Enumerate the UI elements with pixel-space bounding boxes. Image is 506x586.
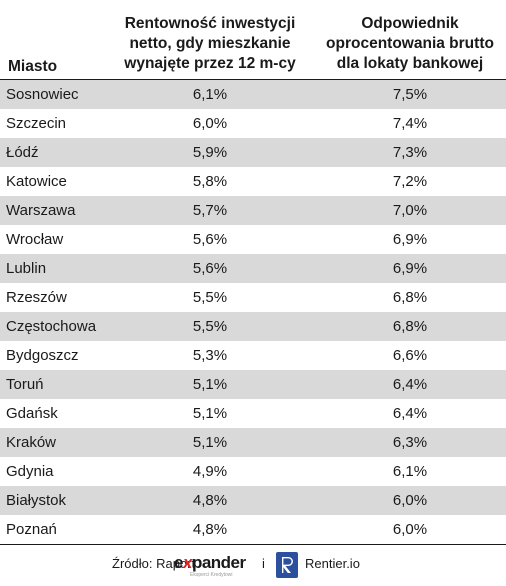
city-cell: Katowice [6,173,67,190]
expander-wordmark-end: pander [191,553,246,572]
header-deposit-equivalent: Odpowiednik oprocentowania brutto dla lo… [316,14,504,74]
deposit-equivalent-cell: 7,3% [392,144,428,161]
header-net-yield-line: netto, gdy mieszkanie [129,35,291,52]
header-divider [0,79,506,80]
deposit-equivalent-cell: 6,4% [392,376,428,393]
net-yield-cell: 5,3% [192,347,228,364]
net-yield-cell: 5,8% [192,173,228,190]
deposit-equivalent-cell: 6,8% [392,289,428,306]
deposit-equivalent-cell: 7,4% [392,115,428,132]
city-cell: Łódź [6,144,39,161]
deposit-equivalent-cell: 6,6% [392,347,428,364]
city-cell: Białystok [6,492,67,509]
table-bottom-border [0,544,506,545]
city-cell: Gdańsk [6,405,58,422]
rentier-r-logo-icon [276,552,298,578]
table-row: Bydgoszcz 5,3% 6,6% [0,341,506,370]
source-footer: Źródło: Raport expander Eksperci Kredyto… [0,548,506,582]
deposit-equivalent-cell: 6,8% [392,318,428,335]
net-yield-cell: 4,8% [192,521,228,538]
net-yield-cell: 5,7% [192,202,228,219]
table-row: Poznań 4,8% 6,0% [0,515,506,544]
table-body: Sosnowiec 6,1% 7,5% Szczecin 6,0% 7,4% Łódź 5,9… [0,80,506,544]
table-row: Warszawa 5,7% 7,0% [0,196,506,225]
net-yield-cell: 5,5% [192,318,228,335]
header-net-yield-line: Rentowność inwestycji [124,15,296,32]
header-city: Miasto [8,58,58,75]
table-row: Gdańsk 5,1% 6,4% [0,399,506,428]
city-cell: Kraków [6,434,57,451]
city-cell: Gdynia [6,463,54,480]
table-row: Toruń 5,1% 6,4% [0,370,506,399]
table-row: Kraków 5,1% 6,3% [0,428,506,457]
table-row: Sosnowiec 6,1% 7,5% [0,80,506,109]
expander-logo: expander Eksperci Kredytowi [174,552,246,578]
net-yield-cell: 5,1% [192,434,228,451]
city-cell: Rzeszów [6,289,67,306]
table-row: Łódź 5,9% 7,3% [0,138,506,167]
table-row: Katowice 5,8% 7,2% [0,167,506,196]
net-yield-cell: 4,8% [192,492,228,509]
city-cell: Wrocław [6,231,64,248]
net-yield-cell: 4,9% [192,463,228,480]
city-cell: Toruń [6,376,44,393]
city-cell: Sosnowiec [6,86,79,103]
table-row: Lublin 5,6% 6,9% [0,254,506,283]
net-yield-cell: 5,9% [192,144,228,161]
deposit-equivalent-cell: 6,1% [392,463,428,480]
city-cell: Częstochowa [6,318,97,335]
deposit-equivalent-cell: 7,5% [392,86,428,103]
header-deposit-equivalent-line: oprocentowania brutto [326,35,494,52]
deposit-equivalent-cell: 6,0% [392,521,428,538]
yield-table: Miasto Rentowność inwestycji netto, gdy … [0,0,506,545]
source-conjunction: i [262,556,265,571]
expander-wordmark: expander [174,553,246,572]
deposit-equivalent-cell: 6,3% [392,434,428,451]
table-row: Rzeszów 5,5% 6,8% [0,283,506,312]
header-deposit-equivalent-line: Odpowiednik [361,15,459,32]
net-yield-cell: 6,0% [192,115,228,132]
city-cell: Szczecin [6,115,67,132]
net-yield-cell: 5,6% [192,231,228,248]
source-label: Źródło: Raport [112,556,196,571]
deposit-equivalent-cell: 7,0% [392,202,428,219]
net-yield-cell: 5,5% [192,289,228,306]
deposit-equivalent-cell: 6,0% [392,492,428,509]
table-row: Białystok 4,8% 6,0% [0,486,506,515]
deposit-equivalent-cell: 6,9% [392,231,428,248]
net-yield-cell: 6,1% [192,86,228,103]
city-cell: Bydgoszcz [6,347,79,364]
expander-tagline: Eksperci Kredytowi [190,572,233,578]
city-cell: Poznań [6,521,57,538]
deposit-equivalent-cell: 6,9% [392,260,428,277]
header-net-yield-line: wynajęte przez 12 m-cy [124,55,296,72]
expander-wordmark-x: x [182,553,192,572]
expander-wordmark-start: e [174,553,183,572]
city-cell: Lublin [6,260,47,277]
table-row: Wrocław 5,6% 6,9% [0,225,506,254]
deposit-equivalent-cell: 6,4% [392,405,428,422]
net-yield-cell: 5,1% [192,376,228,393]
table-row: Szczecin 6,0% 7,4% [0,109,506,138]
rentier-r-glyph-icon [282,557,293,573]
header-deposit-equivalent-line: dla lokaty bankowej [336,55,484,72]
city-cell: Warszawa [6,202,76,219]
table-header: Miasto Rentowność inwestycji netto, gdy … [0,0,506,80]
table-row: Gdynia 4,9% 6,1% [0,457,506,486]
deposit-equivalent-cell: 7,2% [392,173,428,190]
header-net-yield: Rentowność inwestycji netto, gdy mieszka… [108,14,312,74]
table-row: Częstochowa 5,5% 6,8% [0,312,506,341]
rentier-label: Rentier.io [305,556,360,571]
net-yield-cell: 5,6% [192,260,228,277]
net-yield-cell: 5,1% [192,405,228,422]
